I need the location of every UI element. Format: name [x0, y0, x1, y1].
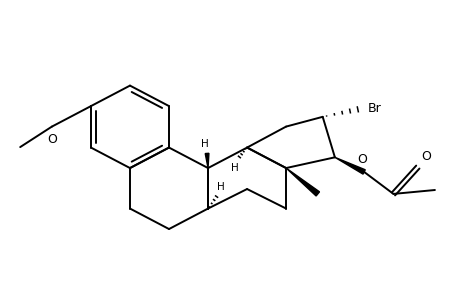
- Text: Br: Br: [367, 102, 381, 115]
- Polygon shape: [334, 157, 364, 174]
- Text: O: O: [421, 150, 431, 163]
- Text: H: H: [201, 139, 208, 148]
- Text: H: H: [231, 163, 239, 173]
- Text: H: H: [216, 182, 224, 192]
- Polygon shape: [285, 168, 319, 196]
- Polygon shape: [205, 153, 208, 168]
- Text: O: O: [356, 153, 366, 166]
- Text: O: O: [47, 133, 57, 146]
